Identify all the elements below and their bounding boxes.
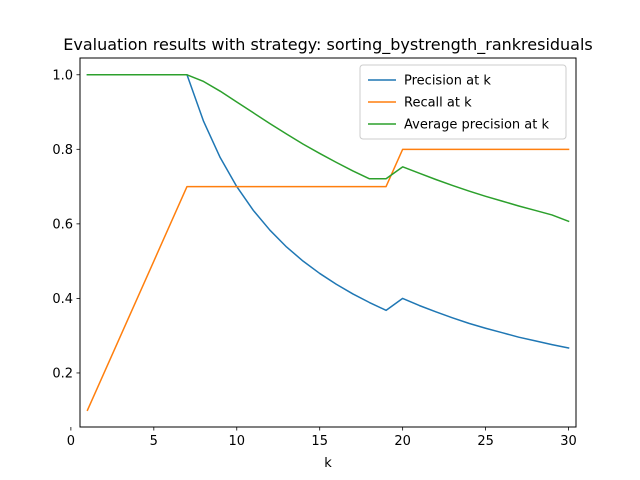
x-tick-label: 20: [394, 434, 411, 449]
y-tick-label: 0.4: [52, 292, 73, 307]
x-tick-label: 30: [560, 434, 577, 449]
legend: Precision at k Recall at k Average precisi…: [359, 64, 567, 140]
legend-entry-0: Precision at k: [404, 74, 491, 89]
x-axis: 0 5 10 15 20 25 30: [67, 427, 577, 449]
x-tick-label: 25: [477, 434, 494, 449]
y-tick-label: 0.2: [52, 366, 73, 381]
y-tick-label: 0.8: [52, 143, 73, 158]
y-axis: 0.2 0.4 0.6 0.8 1.0: [52, 68, 80, 381]
x-tick-label: 5: [150, 434, 158, 449]
x-axis-label: k: [324, 456, 332, 471]
plot-area: [86, 74, 570, 412]
legend-box: [359, 64, 567, 140]
x-tick-label: 15: [311, 434, 328, 449]
y-tick-label: 0.6: [52, 217, 73, 232]
series-line-1: [86, 148, 570, 412]
chart-title: Evaluation results with strategy: sortin…: [63, 35, 593, 55]
x-tick-label: 0: [67, 434, 75, 449]
plot-frame: [79, 57, 577, 428]
y-tick-label: 1.0: [52, 68, 73, 83]
series-line-2: [86, 74, 570, 223]
legend-entry-2: Average precision at k: [404, 118, 549, 133]
legend-entry-1: Recall at k: [404, 96, 472, 111]
x-tick-label: 10: [228, 434, 245, 449]
